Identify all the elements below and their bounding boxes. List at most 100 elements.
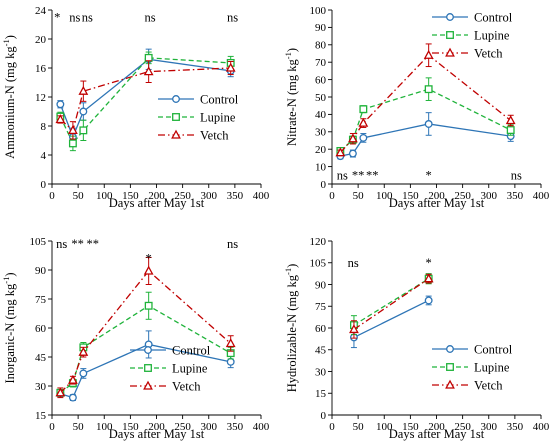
series-control xyxy=(336,112,515,161)
series-line xyxy=(339,88,511,152)
y-tick-label: 75 xyxy=(35,294,47,306)
x-tick-label: 200 xyxy=(148,421,165,433)
y-tick-label: 12 xyxy=(35,92,46,104)
legend-label: Lupine xyxy=(474,29,510,43)
significance-label: ns xyxy=(337,168,348,182)
data-point xyxy=(359,105,368,114)
legend-marker xyxy=(172,95,180,103)
significance-label: ns xyxy=(144,10,155,24)
series-vetch xyxy=(55,60,236,140)
x-tick-label: 200 xyxy=(428,190,445,202)
y-tick-label: 90 xyxy=(35,265,47,277)
data-point xyxy=(225,62,236,72)
x-tick-label: 150 xyxy=(122,421,139,433)
data-point xyxy=(423,273,434,283)
data-point xyxy=(78,85,89,95)
legend: Control Lupine Vetch xyxy=(432,11,513,61)
x-tick-label: 100 xyxy=(376,190,393,202)
data-point xyxy=(68,124,78,135)
legend-marker xyxy=(172,113,180,121)
series-line xyxy=(59,67,231,132)
legend: Control Lupine Vetch xyxy=(130,344,211,394)
series-line xyxy=(353,299,429,339)
significance-label: ns xyxy=(227,10,238,24)
x-axis-label: Days after May 1st xyxy=(389,427,485,441)
data-point xyxy=(349,324,359,334)
data-point xyxy=(68,374,78,384)
series-line xyxy=(353,278,430,330)
legend-label: Vetch xyxy=(172,380,201,394)
significance-label: ** xyxy=(352,168,365,182)
legend-marker xyxy=(446,363,454,371)
data-point xyxy=(68,393,77,402)
data-point xyxy=(79,126,88,135)
data-point xyxy=(144,301,153,310)
legend-label: Lupine xyxy=(200,111,236,125)
y-tick-label: 8 xyxy=(41,121,47,133)
data-point xyxy=(348,149,357,158)
y-tick-label: 90 xyxy=(315,279,327,291)
legend-marker xyxy=(171,129,181,139)
data-point xyxy=(143,66,154,76)
y-tick-label: 10 xyxy=(315,161,327,173)
significance-label: ns xyxy=(82,10,93,24)
legend-marker xyxy=(446,345,454,353)
x-tick-label: 300 xyxy=(481,190,498,202)
x-tick-label: 200 xyxy=(428,421,445,433)
data-point xyxy=(506,126,515,135)
y-tick-label: 0 xyxy=(321,179,327,191)
y-tick-label: 45 xyxy=(35,352,47,364)
y-tick-label: 16 xyxy=(35,63,47,75)
x-axis-label: Days after May 1st xyxy=(109,427,205,441)
y-tick-label: 70 xyxy=(315,57,327,69)
significance-label: ns xyxy=(56,237,67,251)
legend-label: Vetch xyxy=(200,129,229,143)
data-point xyxy=(79,107,88,116)
x-tick-label: 100 xyxy=(96,190,113,202)
y-tick-label: 0 xyxy=(321,410,327,422)
x-tick-label: 400 xyxy=(253,421,270,433)
data-point xyxy=(424,120,433,128)
x-tick-label: 300 xyxy=(201,421,218,433)
legend-marker xyxy=(143,380,153,390)
legend-label: Control xyxy=(474,343,513,357)
x-tick-label: 50 xyxy=(353,190,365,202)
x-tick-label: 0 xyxy=(329,190,335,202)
y-tick-label: 80 xyxy=(315,40,327,52)
y-tick-label: 60 xyxy=(315,323,327,335)
series-vetch xyxy=(349,273,434,339)
y-tick-label: 4 xyxy=(41,150,47,162)
data-point xyxy=(143,265,154,275)
x-tick-label: 100 xyxy=(376,421,393,433)
data-point xyxy=(225,338,236,348)
y-tick-label: 24 xyxy=(35,5,47,17)
legend-label: Vetch xyxy=(474,379,503,393)
panel-2: 0 50 100 150 200 250 300 350 400 0 10 20 30 40 50 60 70 8… xyxy=(283,5,550,210)
x-tick-label: 0 xyxy=(49,421,55,433)
x-axis-label: Days after May 1st xyxy=(389,196,485,210)
y-tick-label: 60 xyxy=(315,74,327,86)
x-tick-label: 250 xyxy=(174,421,191,433)
data-point xyxy=(348,133,358,143)
significance-label: ns xyxy=(227,237,238,251)
legend-marker xyxy=(446,31,454,39)
x-tick-label: 300 xyxy=(481,421,498,433)
significance-label: * xyxy=(54,10,60,24)
x-tick-label: 300 xyxy=(201,190,218,202)
y-tick-label: 90 xyxy=(315,22,327,34)
x-tick-label: 350 xyxy=(507,421,524,433)
legend: Control Lupine Vetch xyxy=(158,93,239,143)
legend-label: Vetch xyxy=(474,47,503,61)
data-point xyxy=(358,117,369,127)
x-tick-label: 0 xyxy=(329,421,335,433)
x-tick-label: 50 xyxy=(353,421,365,433)
y-tick-label: 30 xyxy=(315,366,327,378)
significance-label: ** xyxy=(366,168,379,182)
y-tick-label: 30 xyxy=(315,127,327,139)
significance-label: ns xyxy=(348,256,359,270)
data-point xyxy=(78,346,89,356)
legend-label: Control xyxy=(172,344,211,358)
legend-marker xyxy=(446,13,454,21)
series-vetch xyxy=(55,256,236,399)
x-tick-label: 350 xyxy=(227,190,244,202)
